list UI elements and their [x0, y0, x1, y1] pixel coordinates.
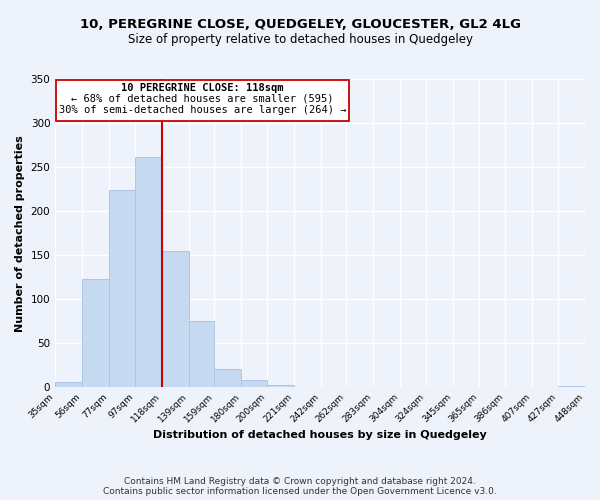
Bar	[55, 382, 82, 388]
Y-axis label: Number of detached properties: Number of detached properties	[15, 135, 25, 332]
Bar	[109, 190, 135, 388]
Text: 30% of semi-detached houses are larger (264) →: 30% of semi-detached houses are larger (…	[59, 104, 346, 115]
Bar	[214, 369, 241, 388]
Text: ← 68% of detached houses are smaller (595): ← 68% of detached houses are smaller (59…	[71, 94, 334, 104]
X-axis label: Distribution of detached houses by size in Quedgeley: Distribution of detached houses by size …	[153, 430, 487, 440]
Text: Contains public sector information licensed under the Open Government Licence v3: Contains public sector information licen…	[103, 487, 497, 496]
Text: 10, PEREGRINE CLOSE, QUEDGELEY, GLOUCESTER, GL2 4LG: 10, PEREGRINE CLOSE, QUEDGELEY, GLOUCEST…	[79, 18, 521, 30]
Text: Contains HM Land Registry data © Crown copyright and database right 2024.: Contains HM Land Registry data © Crown c…	[124, 477, 476, 486]
Bar	[558, 386, 585, 388]
FancyBboxPatch shape	[56, 80, 349, 122]
Bar	[373, 386, 400, 388]
Bar	[267, 385, 294, 388]
Bar	[161, 251, 188, 388]
Bar	[82, 279, 109, 388]
Bar	[294, 386, 321, 388]
Bar	[188, 320, 214, 388]
Text: 10 PEREGRINE CLOSE: 118sqm: 10 PEREGRINE CLOSE: 118sqm	[121, 84, 284, 94]
Text: Size of property relative to detached houses in Quedgeley: Size of property relative to detached ho…	[128, 32, 473, 46]
Bar	[241, 380, 267, 388]
Bar	[135, 156, 161, 388]
